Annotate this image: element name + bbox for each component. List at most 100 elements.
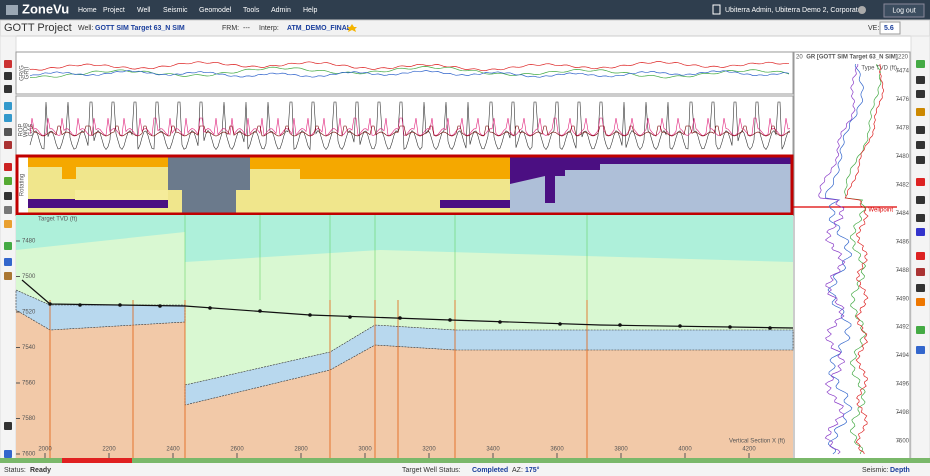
tool-icon[interactable] xyxy=(916,298,925,306)
well-point xyxy=(118,303,122,307)
nav-item[interactable]: Home xyxy=(78,7,97,14)
progress-error xyxy=(62,458,132,463)
tool-icon[interactable] xyxy=(4,258,12,266)
type-log-tick-label: 7500 xyxy=(896,439,910,445)
project-bar xyxy=(0,19,930,37)
well-select[interactable]: GOTT SIM Target 63_N SIM xyxy=(95,25,185,32)
type-log-tick-label: 7480 xyxy=(896,154,910,160)
nav-item[interactable]: Admin xyxy=(271,7,291,14)
tool-icon[interactable] xyxy=(916,178,925,186)
bell-icon[interactable] xyxy=(712,4,721,15)
tool-icon[interactable] xyxy=(4,272,12,280)
seismic-value[interactable]: Depth xyxy=(890,467,910,474)
well-status-label: Target Well Status: xyxy=(402,467,461,474)
well-point xyxy=(618,323,622,327)
tool-icon[interactable] xyxy=(4,450,12,458)
tool-icon[interactable] xyxy=(4,102,12,110)
right-toolbar xyxy=(910,35,930,464)
well-point xyxy=(678,324,682,328)
drilling-curve xyxy=(30,125,791,137)
well-point xyxy=(448,318,452,322)
nav-item[interactable]: Tools xyxy=(243,7,260,14)
x-tick-label: 2200 xyxy=(102,447,116,453)
nav-item[interactable]: Geomodel xyxy=(199,7,232,14)
tool-icon[interactable] xyxy=(4,114,12,122)
tool-icon[interactable] xyxy=(4,422,12,430)
tool-icon[interactable] xyxy=(4,72,12,80)
tool-icon[interactable] xyxy=(4,206,12,214)
well-point xyxy=(728,325,732,329)
tool-icon[interactable] xyxy=(916,108,925,116)
y-tick-label: 7580 xyxy=(22,416,36,422)
type-log-tick-label: 7486 xyxy=(896,239,910,245)
x-tick-label: 2400 xyxy=(166,447,180,453)
tool-icon[interactable] xyxy=(4,220,12,228)
ve-box[interactable] xyxy=(879,21,901,35)
gr-curve xyxy=(29,61,790,72)
tool-icon[interactable] xyxy=(4,177,12,185)
well-point xyxy=(158,304,162,308)
well-point xyxy=(208,306,212,310)
logout-button[interactable] xyxy=(883,3,925,18)
track-label: ROP xyxy=(19,123,25,136)
zone-band xyxy=(15,154,794,216)
type-log-min: 20 xyxy=(796,55,803,61)
well-point xyxy=(48,302,52,306)
tool-icon[interactable] xyxy=(4,60,12,68)
nav-item[interactable]: Well xyxy=(137,7,151,14)
tool-icon[interactable] xyxy=(4,85,12,93)
az-value: 175° xyxy=(525,466,540,474)
zone-orange xyxy=(250,157,300,169)
tool-icon[interactable] xyxy=(4,163,12,171)
seismic-label: Seismic: xyxy=(862,467,889,474)
tool-icon[interactable] xyxy=(4,192,12,200)
nav-item[interactable]: Help xyxy=(303,7,318,14)
avatar[interactable] xyxy=(858,6,866,14)
tool-icon[interactable] xyxy=(916,156,925,164)
well-point xyxy=(398,316,402,320)
tool-icon[interactable] xyxy=(916,252,925,260)
x-tick-label: 3200 xyxy=(422,447,436,453)
type-log-curve xyxy=(844,63,882,455)
zone-purple xyxy=(510,157,793,203)
x-tick-label: 2000 xyxy=(38,447,52,453)
user-name[interactable]: Ubiterra Admin, Ubiterra Demo 2, Corpora… xyxy=(725,7,862,14)
tool-icon[interactable] xyxy=(4,128,12,136)
well-point xyxy=(348,315,352,319)
interp-value[interactable]: ATM_DEMO_FINAL xyxy=(287,25,352,32)
tool-icon[interactable] xyxy=(4,242,12,250)
tool-icon[interactable] xyxy=(916,60,925,68)
tool-icon[interactable] xyxy=(916,141,925,149)
ve-value[interactable]: 5.6 xyxy=(884,25,894,32)
type-log-tick-label: 7474 xyxy=(896,69,910,75)
tool-icon[interactable] xyxy=(916,196,925,204)
tool-icon[interactable] xyxy=(916,126,925,134)
zone-purple xyxy=(440,200,510,208)
tool-icon[interactable] xyxy=(916,346,925,354)
zone-pale xyxy=(75,190,168,200)
tool-icon[interactable] xyxy=(916,228,925,236)
status-label: Status: xyxy=(4,467,26,474)
tool-icon[interactable] xyxy=(916,284,925,292)
tool-icon[interactable] xyxy=(916,214,925,222)
tool-icon[interactable] xyxy=(4,141,12,149)
tool-icon[interactable] xyxy=(916,326,925,334)
y-tick-label: 7560 xyxy=(22,381,36,387)
ve-label: VE: xyxy=(868,25,879,32)
type-log-tick-label: 7488 xyxy=(896,268,910,274)
y-tick-label: 7540 xyxy=(22,345,36,351)
tool-icon[interactable] xyxy=(916,76,925,84)
project-title: GOTT Project xyxy=(4,22,72,34)
status-bar xyxy=(0,463,930,476)
nav-item[interactable]: Project xyxy=(103,7,125,14)
favorite-star[interactable] xyxy=(347,24,357,32)
nav-item[interactable]: Seismic xyxy=(163,7,188,14)
well-point xyxy=(258,309,262,313)
y-tick-label: 7480 xyxy=(22,239,36,245)
frm-value[interactable]: --- xyxy=(243,25,251,32)
well-point xyxy=(498,320,502,324)
logout-text[interactable]: Log out xyxy=(892,7,915,14)
tool-icon[interactable] xyxy=(916,268,925,276)
y-tick-label: 7520 xyxy=(22,310,36,316)
tool-icon[interactable] xyxy=(916,90,925,98)
